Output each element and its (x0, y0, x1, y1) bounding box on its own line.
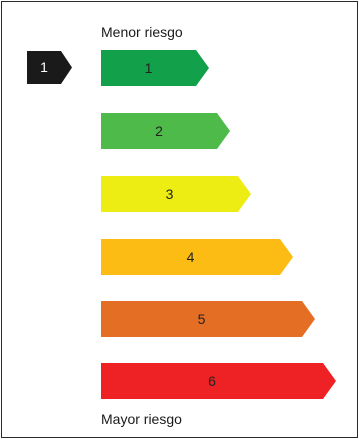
risk-level-1-arrow-shape (101, 50, 209, 86)
risk-level-2-arrow-shape (101, 113, 230, 149)
risk-level-3-label: 3 (165, 186, 174, 202)
risk-level-5-arrow-shape (101, 301, 315, 337)
risk-level-3-arrow (101, 176, 251, 212)
risk-level-4-label: 4 (186, 249, 195, 265)
risk-level-5-arrow (101, 301, 315, 337)
current-risk-value: 1 (40, 59, 48, 75)
risk-level-5-label: 5 (197, 311, 206, 327)
lower-risk-label: Menor riesgo (101, 24, 183, 40)
risk-level-6-arrow-shape (101, 363, 336, 399)
risk-level-3-bar: 3 (101, 176, 251, 212)
risk-level-3-arrow-shape (101, 176, 251, 212)
higher-risk-label: Mayor riesgo (101, 411, 182, 427)
risk-level-1-arrow (101, 50, 209, 86)
indicator-arrow-shape (27, 51, 72, 84)
risk-level-2-arrow (101, 113, 230, 149)
risk-level-1-bar: 1 (101, 50, 209, 86)
risk-level-6-arrow (101, 363, 336, 399)
risk-level-4-arrow-shape (101, 239, 293, 275)
risk-level-2-bar: 2 (101, 113, 230, 149)
risk-level-4-arrow (101, 239, 293, 275)
current-risk-indicator: 1 (27, 51, 72, 84)
risk-level-2-label: 2 (155, 123, 163, 139)
risk-level-4-bar: 4 (101, 239, 293, 275)
risk-level-1-label: 1 (144, 60, 153, 76)
risk-level-6-bar: 6 (101, 363, 336, 399)
risk-level-5-bar: 5 (101, 301, 315, 337)
risk-level-6-label: 6 (208, 373, 216, 389)
